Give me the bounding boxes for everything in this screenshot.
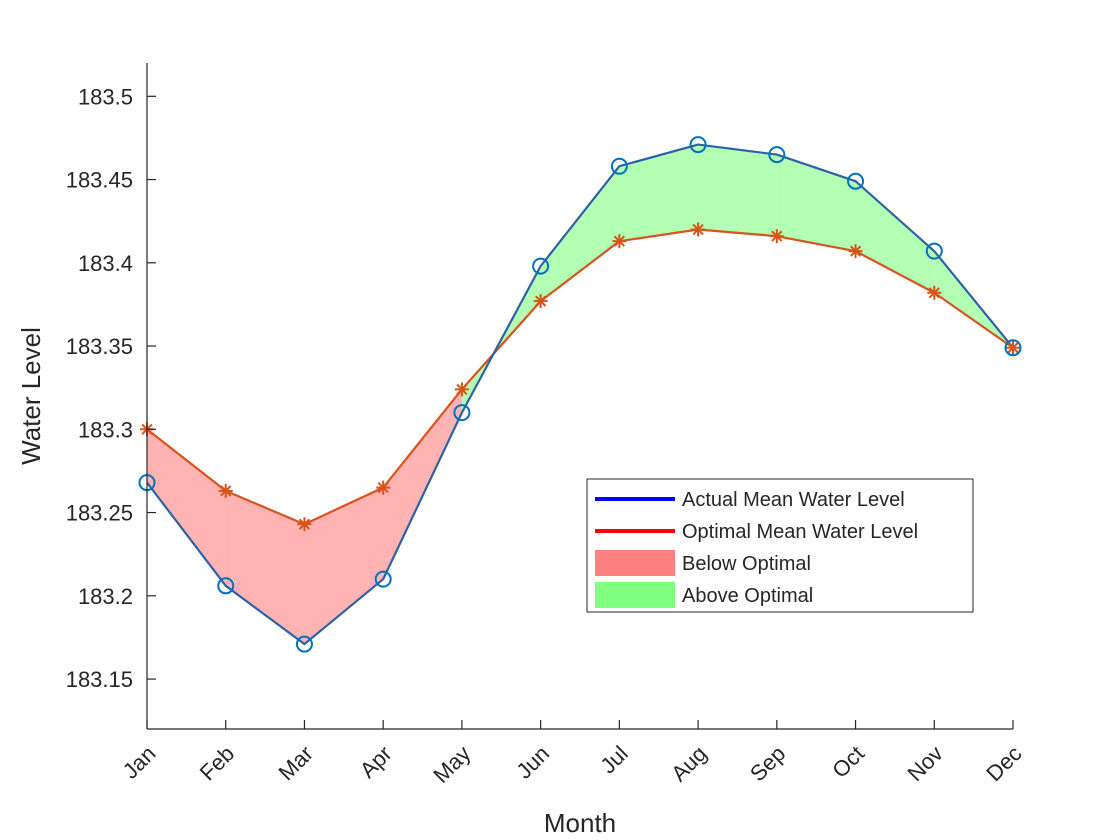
above-optimal-fill-segment bbox=[855, 181, 935, 293]
actual-point-marker bbox=[453, 404, 471, 422]
actual-point-marker bbox=[689, 136, 707, 154]
y-tick-label: 183.35 bbox=[66, 334, 133, 359]
x-tick-label: May bbox=[428, 741, 475, 788]
series-lines bbox=[146, 143, 1014, 646]
x-tick-label: Dec bbox=[981, 741, 1026, 786]
x-tick-label: Feb bbox=[195, 741, 239, 785]
below-optimal-fill-segment bbox=[304, 487, 384, 645]
actual-point-marker bbox=[768, 146, 786, 164]
x-tick-label: Nov bbox=[902, 741, 947, 786]
x-tick-label: Mar bbox=[274, 741, 318, 785]
legend-label-above: Above Optimal bbox=[682, 585, 813, 607]
x-ticks: Jan Feb Mar Apr May Jun Jul Aug Sep Oct Nov Dec bbox=[118, 720, 1027, 788]
below-optimal-fill-segment bbox=[383, 389, 462, 580]
legend: Actual Mean Water Level Optimal Mean Wat… bbox=[586, 478, 974, 613]
optimal-point-marker bbox=[612, 234, 627, 249]
y-axis-title: Water Level bbox=[16, 327, 46, 465]
actual-mean-water-level-line bbox=[146, 143, 1014, 646]
actual-point-marker bbox=[374, 570, 392, 588]
x-tick-label: Sep bbox=[745, 741, 790, 786]
below-optimal-fill-segment bbox=[225, 490, 305, 645]
y-tick-label: 183.4 bbox=[78, 251, 133, 276]
above-optimal-fill-segment bbox=[698, 144, 777, 237]
optimal-point-marker bbox=[1006, 340, 1020, 355]
actual-point-marker bbox=[847, 172, 865, 190]
optimal-point-marker bbox=[297, 517, 312, 532]
x-tick-label: Jul bbox=[595, 741, 633, 779]
x-tick-label: Jan bbox=[118, 741, 161, 784]
legend-swatch-below bbox=[595, 550, 675, 576]
above-optimal-fill-segment bbox=[776, 154, 856, 252]
y-ticks: 183.15 183.2 183.25 183.3 183.35 183.4 183.45 1… bbox=[66, 84, 156, 692]
axes bbox=[146, 63, 1013, 730]
actual-point-marker bbox=[1004, 339, 1022, 357]
optimal-point-marker bbox=[218, 483, 233, 498]
x-tick-label: Jun bbox=[511, 741, 554, 784]
x-tick-label: Apr bbox=[355, 741, 397, 783]
optimal-point-marker bbox=[691, 222, 706, 237]
above-optimal-fill-segment bbox=[540, 166, 620, 302]
y-tick-label: 183.2 bbox=[78, 584, 133, 609]
optimal-point-marker bbox=[533, 294, 548, 309]
actual-point-marker bbox=[295, 635, 313, 653]
actual-point-marker bbox=[217, 577, 235, 595]
below-optimal-fill-segment bbox=[147, 429, 226, 586]
actual-point-marker bbox=[610, 157, 628, 175]
x-tick-label: Aug bbox=[666, 741, 711, 786]
y-tick-label: 183.25 bbox=[66, 501, 133, 526]
optimal-point-marker bbox=[848, 244, 863, 259]
legend-swatch-above bbox=[595, 582, 675, 608]
legend-label-actual: Actual Mean Water Level bbox=[682, 489, 905, 511]
optimal-point-marker bbox=[454, 382, 469, 397]
y-tick-label: 183.3 bbox=[78, 417, 133, 442]
optimal-point-marker bbox=[769, 229, 784, 244]
y-tick-label: 183.15 bbox=[66, 667, 133, 692]
x-tick-label: Oct bbox=[827, 741, 869, 783]
optimal-point-marker bbox=[927, 285, 942, 300]
series-markers bbox=[138, 136, 1022, 653]
actual-point-marker bbox=[532, 257, 550, 275]
optimal-point-marker bbox=[376, 480, 391, 495]
y-tick-label: 183.45 bbox=[66, 168, 133, 193]
x-axis-title: Month bbox=[544, 808, 616, 838]
optimal-mean-water-level-line bbox=[146, 228, 1014, 526]
legend-label-optimal: Optimal Mean Water Level bbox=[682, 521, 918, 543]
legend-label-below: Below Optimal bbox=[682, 553, 811, 575]
above-optimal-fill-segment bbox=[619, 144, 699, 242]
actual-point-marker bbox=[925, 242, 943, 260]
y-tick-label: 183.5 bbox=[78, 84, 133, 109]
